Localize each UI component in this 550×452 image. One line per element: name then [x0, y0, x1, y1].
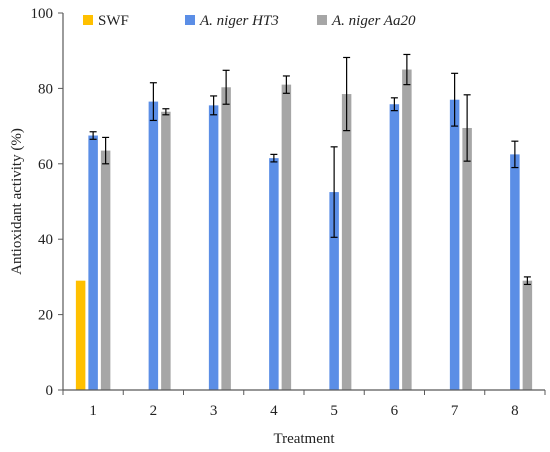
bar	[522, 280, 533, 390]
y-tick-label: 60	[38, 157, 53, 173]
x-axis-title: Treatment	[273, 431, 335, 447]
legend-swatch	[83, 15, 93, 25]
y-tick-label: 80	[38, 81, 53, 97]
bar	[100, 150, 111, 390]
x-tick-label: 3	[210, 403, 218, 419]
x-tick-label: 1	[89, 403, 97, 419]
bar	[161, 111, 171, 391]
x-tick-label: 8	[511, 403, 519, 419]
bar	[88, 135, 98, 390]
y-axis-ticks: 0 20 40 60 80 100	[31, 6, 63, 399]
legend: SWF A. niger HT3 A. niger Aa20	[83, 13, 416, 29]
bars-layer	[75, 69, 533, 391]
bar	[449, 99, 460, 391]
bar	[341, 94, 352, 391]
x-axis-ticks: 1 2 3 4 5 6 7 8	[62, 390, 546, 419]
y-tick-label: 100	[31, 6, 54, 22]
bar	[462, 127, 472, 391]
x-tick-label: 5	[330, 403, 338, 419]
y-tick-label: 40	[38, 232, 53, 248]
legend-swatch	[185, 15, 195, 25]
bar	[389, 104, 400, 390]
x-tick-label: 6	[391, 403, 399, 419]
bar	[75, 280, 86, 390]
error-bars-layer	[89, 53, 531, 286]
x-tick-label: 7	[451, 403, 459, 419]
bar	[402, 69, 412, 391]
bar	[148, 101, 159, 390]
bar	[510, 154, 520, 390]
legend-swatch	[317, 15, 327, 25]
bar	[269, 158, 279, 390]
bar	[329, 192, 339, 390]
bar	[221, 87, 231, 391]
bar	[208, 105, 219, 391]
legend-label: SWF	[98, 13, 129, 29]
bar	[281, 84, 292, 390]
x-tick-label: 2	[150, 403, 158, 419]
y-axis-title: Antioxidant activity (%)	[9, 128, 25, 275]
legend-label: A. niger Aa20	[331, 13, 416, 29]
y-tick-label: 20	[38, 308, 53, 324]
y-tick-label: 0	[46, 383, 54, 399]
x-tick-label: 4	[270, 403, 278, 419]
legend-label: A. niger HT3	[199, 13, 279, 29]
